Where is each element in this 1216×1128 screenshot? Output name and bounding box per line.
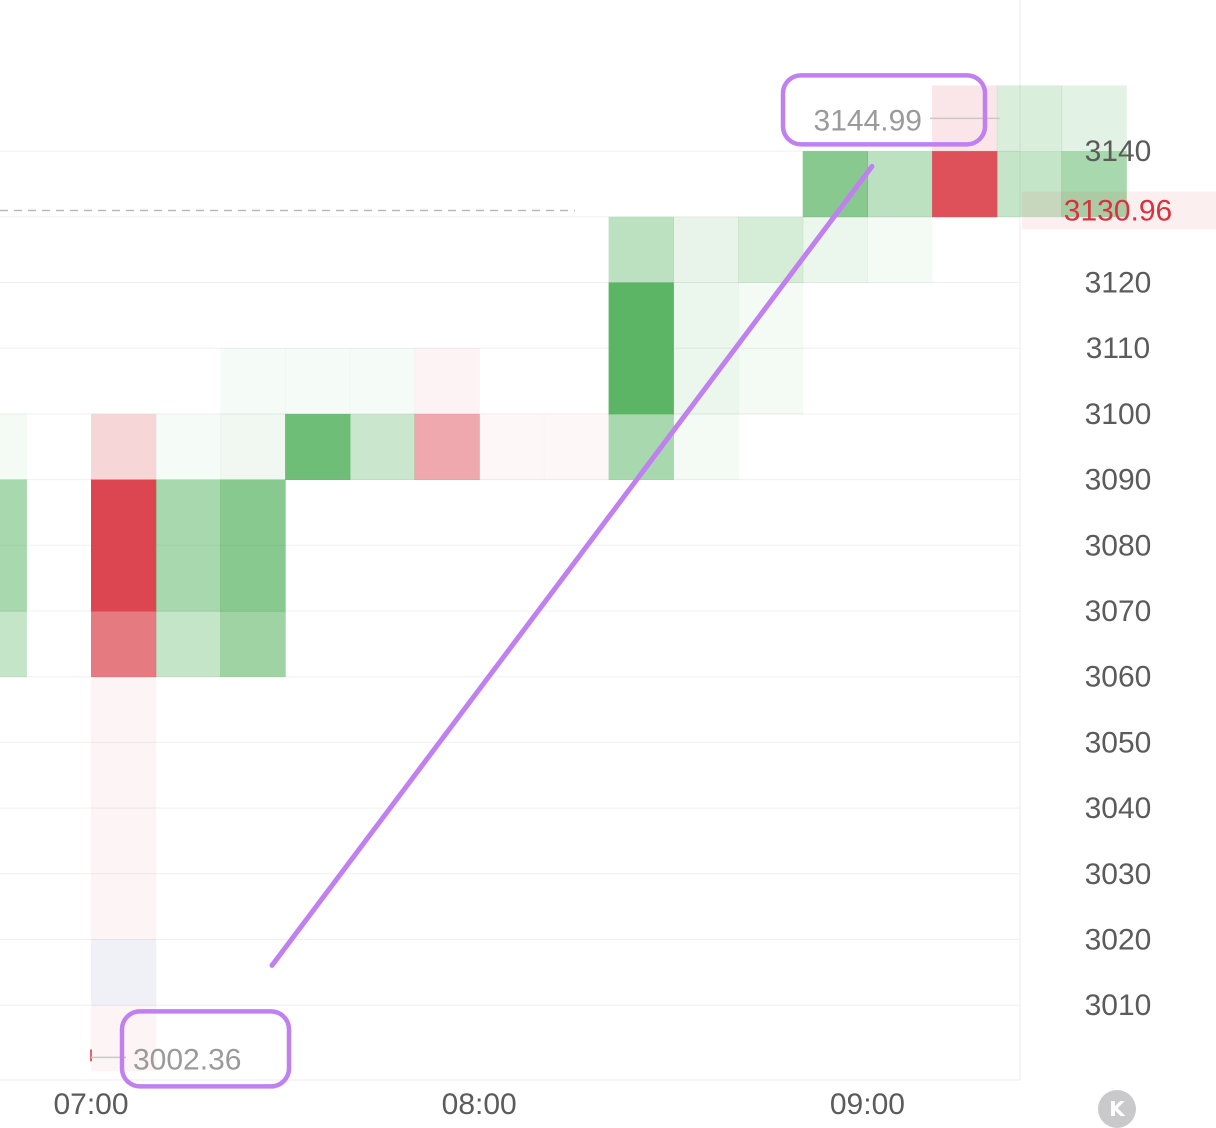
y-tick-label: 3100 bbox=[1085, 398, 1152, 431]
heatmap-cell bbox=[0, 611, 27, 678]
heatmap-cell bbox=[608, 216, 674, 283]
heatmap-cell bbox=[91, 479, 157, 612]
y-tick-label: 3120 bbox=[1085, 267, 1152, 300]
heatmap-cell bbox=[479, 413, 545, 480]
axes: 3140 3120 3110 3100 3090 3080 3070 3060 3050 3040… bbox=[53, 135, 1151, 1121]
price-line: 3130.96 bbox=[0, 191, 1216, 230]
heatmap-cell bbox=[673, 413, 739, 480]
x-tick-label: 09:00 bbox=[830, 1088, 905, 1121]
heatmap-cell bbox=[349, 348, 416, 415]
x-tick-label: 07:00 bbox=[53, 1088, 128, 1121]
heatmap-cell bbox=[1061, 151, 1127, 218]
current-price-label: 3130.96 bbox=[1064, 194, 1172, 227]
heatmap-cell bbox=[155, 479, 221, 612]
heatmap-cell bbox=[996, 85, 1063, 152]
heatmap-cell bbox=[220, 611, 286, 678]
y-tick-label: 3110 bbox=[1086, 332, 1151, 365]
heatmap-cell bbox=[932, 151, 998, 218]
low-price-label: 3002.36 bbox=[133, 1043, 241, 1076]
high-annotation-box bbox=[780, 73, 988, 147]
y-tick-label: 3140 bbox=[1085, 135, 1152, 168]
heatmap-cell bbox=[996, 151, 1063, 218]
heatmap-cell bbox=[155, 413, 221, 480]
grid bbox=[0, 0, 1021, 1081]
heatmap-cell bbox=[220, 413, 286, 480]
y-tick-label: 3070 bbox=[1085, 595, 1152, 628]
collapse-button[interactable]: K bbox=[1098, 1090, 1136, 1128]
heatmap-cell bbox=[91, 611, 157, 678]
heatmap-cell bbox=[414, 348, 480, 415]
heatmap-cell bbox=[608, 282, 674, 415]
low-annotation-box bbox=[119, 1009, 292, 1089]
current-price-tag bbox=[1022, 191, 1216, 230]
heatmap-cell bbox=[349, 413, 416, 480]
y-tick-label: 3050 bbox=[1085, 726, 1152, 759]
heatmap-cell bbox=[867, 151, 933, 218]
heatmap-cell bbox=[802, 216, 868, 283]
extreme-annotations: 3144.99 3002.36 bbox=[90, 73, 1000, 1089]
y-tick-label: 3020 bbox=[1085, 924, 1152, 957]
heatmap-cell bbox=[155, 611, 221, 678]
heatmap-cell bbox=[0, 413, 27, 480]
y-tick-label: 3030 bbox=[1085, 858, 1152, 891]
heatmap-cells bbox=[0, 85, 1127, 1072]
heatmap-cell bbox=[91, 676, 157, 940]
heatmap-cell bbox=[673, 216, 739, 283]
y-tick-label: 3060 bbox=[1085, 661, 1152, 694]
heatmap-cell bbox=[673, 282, 739, 415]
y-tick-label: 3010 bbox=[1085, 989, 1152, 1022]
heatmap-cell bbox=[414, 413, 480, 480]
heatmap-cell bbox=[220, 348, 286, 415]
heatmap-cell bbox=[285, 348, 351, 415]
annotation-connector bbox=[269, 163, 875, 968]
heatmap-cell bbox=[220, 479, 286, 612]
heatmap-cell bbox=[543, 413, 610, 480]
high-price-label: 3144.99 bbox=[814, 104, 922, 137]
heatmap-cell bbox=[1061, 85, 1127, 152]
heatmap-cell bbox=[91, 413, 157, 480]
y-tick-label: 3040 bbox=[1085, 792, 1152, 825]
heatmap-cell bbox=[0, 479, 27, 612]
heatmap-cell bbox=[91, 939, 157, 1006]
y-tick-label: 3080 bbox=[1085, 529, 1152, 562]
heatmap-cell bbox=[285, 413, 351, 480]
x-tick-label: 08:00 bbox=[442, 1088, 517, 1121]
heatmap-cell bbox=[867, 216, 933, 283]
y-tick-label: 3090 bbox=[1085, 464, 1152, 497]
